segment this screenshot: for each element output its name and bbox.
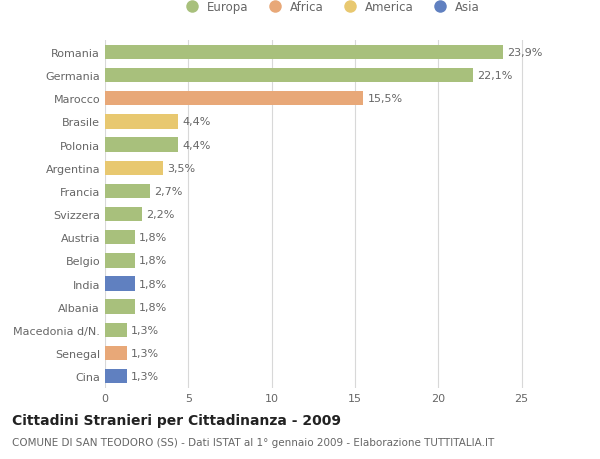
Text: Cittadini Stranieri per Cittadinanza - 2009: Cittadini Stranieri per Cittadinanza - 2… xyxy=(12,413,341,427)
Bar xyxy=(105,138,178,152)
Text: 4,4%: 4,4% xyxy=(182,117,211,127)
Text: 2,2%: 2,2% xyxy=(146,210,174,219)
Text: 1,8%: 1,8% xyxy=(139,302,167,312)
Text: 1,8%: 1,8% xyxy=(139,279,167,289)
Bar xyxy=(105,115,178,129)
Text: 2,7%: 2,7% xyxy=(154,186,182,196)
Bar xyxy=(105,185,150,199)
Bar xyxy=(105,277,135,291)
Bar xyxy=(105,254,135,268)
Text: 1,3%: 1,3% xyxy=(131,371,159,381)
Legend: Europa, Africa, America, Asia: Europa, Africa, America, Asia xyxy=(178,0,482,17)
Text: 23,9%: 23,9% xyxy=(508,48,543,58)
Bar xyxy=(105,369,127,383)
Text: COMUNE DI SAN TEODORO (SS) - Dati ISTAT al 1° gennaio 2009 - Elaborazione TUTTIT: COMUNE DI SAN TEODORO (SS) - Dati ISTAT … xyxy=(12,437,494,447)
Text: 1,8%: 1,8% xyxy=(139,256,167,266)
Bar xyxy=(105,69,473,83)
Bar xyxy=(105,46,503,60)
Bar xyxy=(105,207,142,222)
Text: 3,5%: 3,5% xyxy=(167,163,196,174)
Text: 1,3%: 1,3% xyxy=(131,325,159,335)
Text: 1,3%: 1,3% xyxy=(131,348,159,358)
Bar xyxy=(105,230,135,245)
Text: 4,4%: 4,4% xyxy=(182,140,211,150)
Bar xyxy=(105,323,127,337)
Bar xyxy=(105,92,364,106)
Bar xyxy=(105,346,127,360)
Bar xyxy=(105,161,163,175)
Text: 22,1%: 22,1% xyxy=(478,71,513,81)
Bar xyxy=(105,300,135,314)
Text: 1,8%: 1,8% xyxy=(139,233,167,243)
Text: 15,5%: 15,5% xyxy=(367,94,403,104)
